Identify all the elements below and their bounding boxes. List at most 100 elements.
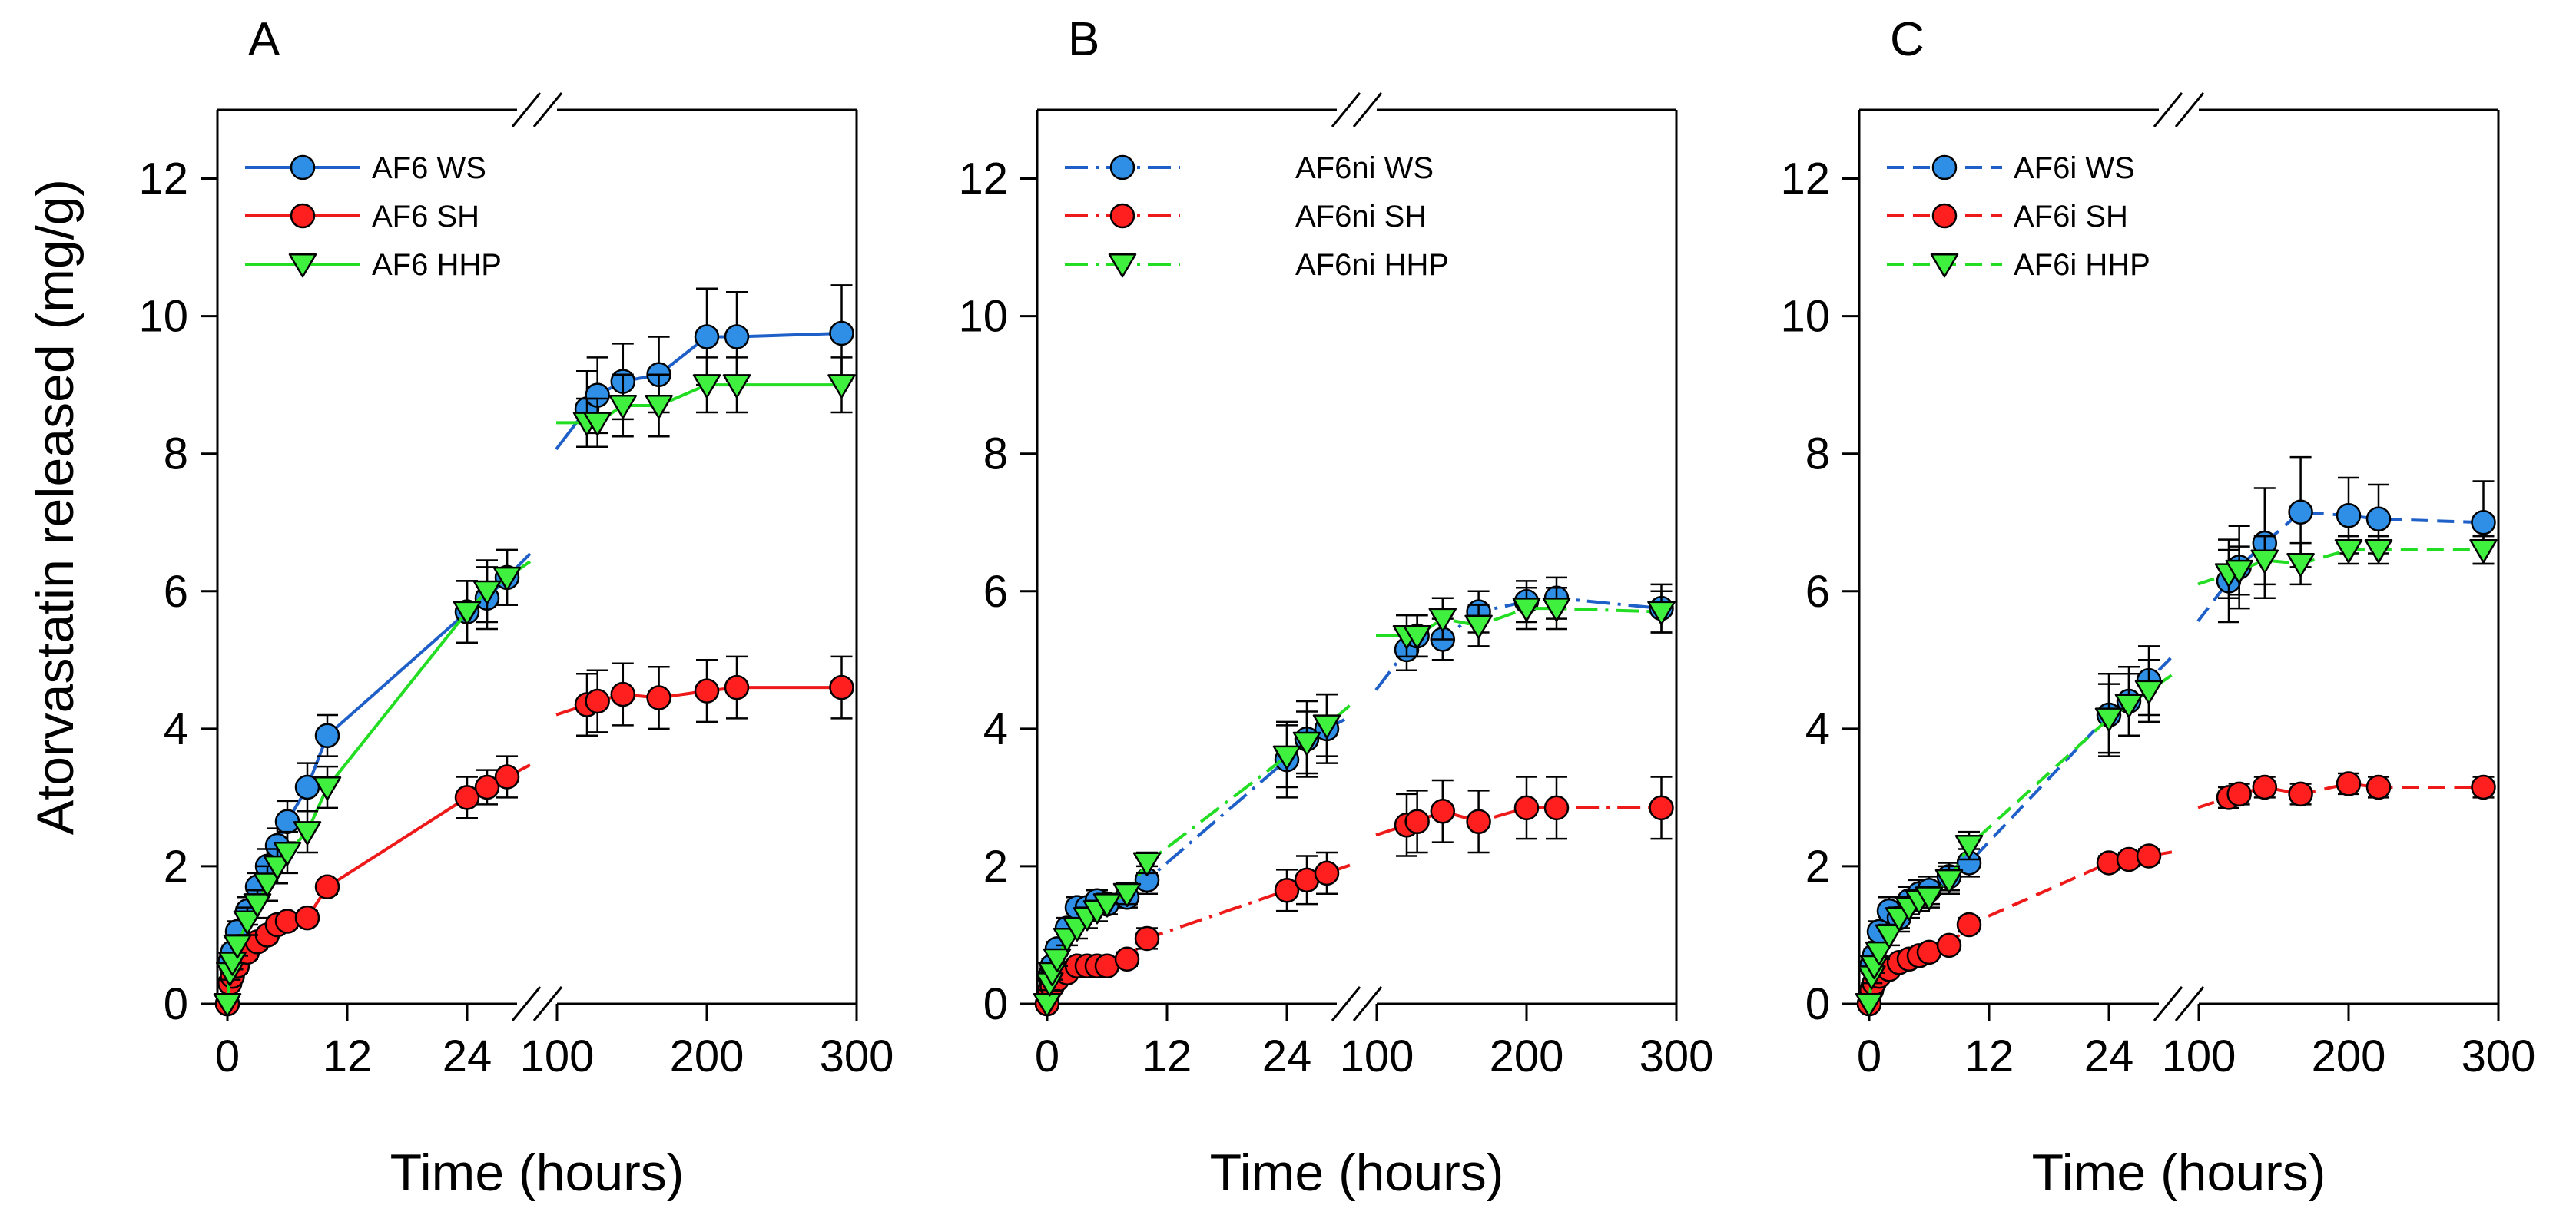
data-point — [223, 934, 252, 959]
x-axis-title: Time (hours) — [1210, 1144, 1504, 1202]
y-tick-label: 12 — [958, 154, 1008, 204]
data-point — [1875, 924, 1904, 949]
data-point — [1464, 614, 1493, 639]
legend-label-sh: AF6i SH — [2014, 200, 2128, 233]
axis-break-mark — [511, 92, 542, 127]
data-point — [313, 776, 342, 801]
data-point — [454, 785, 480, 810]
panel-letter-b: B — [1068, 13, 1099, 66]
x-axis-title: Time (hours) — [2032, 1144, 2326, 1202]
data-point — [2471, 509, 2496, 535]
data-point — [2336, 503, 2362, 528]
y-tick-label: 8 — [983, 429, 1008, 479]
axis-break-mark — [2153, 986, 2183, 1021]
data-point — [1956, 912, 1982, 938]
axis-break-mark — [2174, 92, 2205, 127]
y-tick-label: 2 — [1805, 842, 1830, 892]
data-point — [724, 324, 750, 349]
data-point — [645, 395, 673, 419]
data-point — [253, 872, 282, 897]
legend-label-sh: AF6ni SH — [1295, 200, 1427, 233]
data-point — [827, 374, 856, 399]
legend: AF6 WS AF6 SH AF6 HHP — [245, 151, 502, 282]
axes-frame — [216, 92, 858, 1021]
data-point — [829, 320, 854, 346]
y-tick-label: 8 — [1805, 429, 1830, 479]
data-point — [2336, 771, 2362, 796]
data-point — [1542, 598, 1571, 622]
y-tick-label: 0 — [1805, 979, 1830, 1029]
data-point — [829, 674, 854, 700]
panel-letter-c: C — [1890, 13, 1925, 66]
legend-marker-hhp — [1930, 253, 1959, 278]
y-tick-label: 8 — [164, 429, 188, 479]
data-point — [1936, 932, 1962, 958]
x-tick-label: 12 — [323, 1031, 373, 1081]
data-point — [1428, 608, 1457, 632]
data-point — [1404, 809, 1430, 834]
axis-break-mark — [1331, 986, 1361, 1021]
data-point — [1865, 941, 1894, 966]
data-point — [1132, 852, 1162, 876]
y-axis-title: Atorvastatin released (mg/g) — [26, 179, 85, 835]
x-tick-label: 200 — [1490, 1031, 1564, 1081]
series-hhp — [1855, 535, 2498, 1018]
y-tick-label: 10 — [958, 292, 1008, 342]
data-point — [293, 821, 322, 846]
x-tick-label: 200 — [2312, 1031, 2386, 1081]
data-point — [1312, 714, 1341, 739]
data-point — [1934, 869, 1964, 894]
data-point — [610, 681, 636, 707]
data-point — [2365, 506, 2392, 532]
data-point — [1513, 795, 1540, 821]
data-point — [492, 566, 522, 591]
data-point — [2226, 781, 2252, 807]
data-point — [2136, 843, 2162, 869]
legend-label-ws: AF6i WS — [2014, 151, 2135, 185]
legend-marker-hhp — [288, 253, 317, 278]
axis-break-mark — [2174, 986, 2205, 1021]
data-point — [1314, 860, 1340, 886]
data-point — [1292, 731, 1321, 757]
y-tick-label: 6 — [1805, 567, 1830, 617]
data-point — [646, 685, 671, 710]
data-point — [2252, 774, 2278, 800]
legend-label-hhp: AF6 HHP — [372, 248, 502, 282]
legend-label-ws: AF6ni WS — [1295, 151, 1434, 185]
x-tick-label: 300 — [1639, 1031, 1714, 1081]
legend-marker-hhp — [1108, 253, 1137, 278]
x-tick-label: 12 — [1142, 1031, 1192, 1081]
data-point — [1134, 925, 1160, 952]
x-axis-title: Time (hours) — [390, 1144, 685, 1202]
data-point — [1430, 799, 1456, 824]
x-tick-label: 24 — [443, 1031, 492, 1081]
panel-letter-a: A — [248, 13, 280, 66]
data-point — [1915, 886, 1944, 911]
axis-break-mark — [532, 92, 563, 127]
data-point — [608, 395, 638, 419]
data-point — [1043, 948, 1072, 973]
legend-marker-sh — [1109, 203, 1135, 229]
y-tick-label: 10 — [138, 292, 188, 342]
data-point — [2114, 694, 2143, 718]
y-tick-label: 0 — [983, 979, 1008, 1029]
x-tick-label: 12 — [1964, 1031, 2014, 1081]
data-point — [2134, 680, 2163, 704]
x-tick-label: 24 — [1262, 1031, 1312, 1081]
y-tick-label: 12 — [138, 154, 188, 204]
data-point — [314, 874, 340, 900]
data-point — [472, 580, 502, 605]
data-point — [2469, 539, 2498, 564]
y-tick-label: 4 — [164, 704, 188, 754]
data-point — [694, 324, 720, 349]
x-tick-label: 100 — [1340, 1031, 1414, 1081]
legend: AF6ni WS AF6ni SH AF6ni HHP — [1065, 151, 1449, 282]
data-point — [1647, 601, 1676, 626]
data-point — [474, 774, 500, 800]
legend-label-ws: AF6 WS — [372, 151, 486, 185]
series-line — [1868, 850, 2173, 1005]
x-tick-label: 0 — [215, 1031, 240, 1081]
data-point — [233, 910, 262, 935]
